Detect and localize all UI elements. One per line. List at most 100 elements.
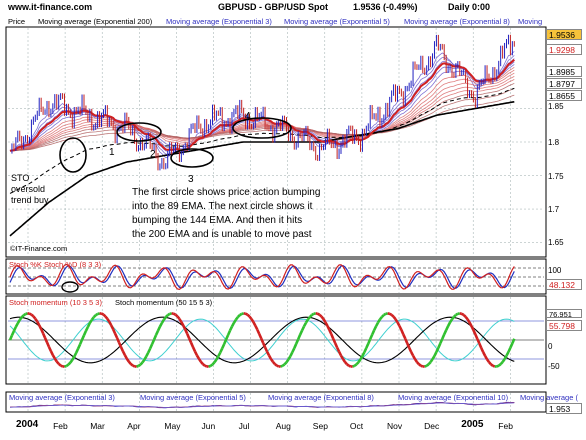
- momentum-fast-seg: [470, 325, 475, 331]
- bottom-ma-label-5: Moving average (: [520, 393, 578, 402]
- momentum-fast-seg: [389, 312, 393, 317]
- momentum-fast-seg: [464, 315, 469, 321]
- stoch-oversold-circle: [61, 281, 79, 293]
- momentum-fast-seg: [86, 322, 91, 328]
- momentum-fast-seg: [84, 326, 90, 332]
- momentum-fast-seg: [246, 313, 251, 318]
- momentum-fast-seg: [406, 342, 411, 349]
- momentum-fast-seg: [164, 314, 169, 319]
- momentum-fast-seg: [43, 337, 49, 343]
- momentum-fast-seg: [365, 343, 370, 349]
- momentum-fast-seg: [119, 346, 125, 352]
- momentum-fast-seg: [453, 313, 457, 318]
- momentum-fast-seg: [302, 322, 308, 328]
- ema-dashed-line: [9, 87, 515, 194]
- momentum-fast-seg: [348, 364, 352, 368]
- momentum-fast-seg: [267, 354, 273, 360]
- momentum-fast-seg: [258, 333, 263, 339]
- momentum-fast-seg: [260, 337, 265, 344]
- momentum-fast-seg: [320, 315, 325, 320]
- annotation-circle-3: [170, 148, 214, 168]
- momentum-fast-seg: [195, 354, 201, 360]
- momentum-fast-seg: [339, 354, 345, 360]
- momentum-fast-seg: [394, 318, 399, 324]
- momentum-fast-seg: [69, 359, 74, 364]
- momentum-fast-seg: [174, 313, 179, 318]
- momentum-fast-seg: [102, 313, 107, 318]
- momentum-fast-seg: [392, 315, 397, 320]
- sto-note-line3: trend buy: [11, 195, 49, 205]
- momentum-tag-1: 76.951: [546, 309, 582, 319]
- momentum-fast-seg: [78, 339, 84, 345]
- momentum-fast-seg: [226, 330, 232, 336]
- momentum-fast-seg: [139, 361, 144, 366]
- momentum-fast-seg: [271, 360, 276, 365]
- sto-note-line1: STO: [11, 173, 30, 183]
- momentum-fast-seg: [306, 316, 311, 321]
- momentum-fast-seg: [273, 362, 278, 367]
- site-title: www.it-finance.com: [8, 2, 93, 12]
- ema-200-line: [9, 101, 515, 237]
- momentum-fast-seg: [204, 364, 208, 368]
- momentum-fast-seg: [158, 322, 164, 328]
- ema-line: [9, 64, 515, 152]
- momentum-fast-seg: [95, 312, 99, 317]
- momentum-fast-seg: [14, 322, 19, 328]
- stoch-tick-top: 100: [548, 266, 562, 275]
- momentum-fast-seg: [25, 312, 28, 316]
- momentum-fast-seg: [437, 342, 442, 349]
- momentum-fast-seg: [215, 355, 220, 361]
- ema-line: [9, 66, 515, 152]
- momentum-fast-seg: [150, 339, 156, 345]
- momentum-fast-seg: [343, 361, 348, 365]
- stoch-label: Stoch %K Stoch %D (8 3 3): [9, 260, 102, 269]
- price-tag-5: 1.8655: [546, 90, 582, 101]
- momentum-fast-seg: [18, 316, 23, 321]
- price-tag-4: 1.8797: [546, 78, 582, 89]
- momentum-fast-seg: [411, 355, 417, 360]
- momentum-fast-seg: [485, 358, 491, 363]
- momentum-tick-neg50: -50: [548, 362, 560, 371]
- momentum-fast-seg: [431, 355, 436, 360]
- momentum-fast-seg: [219, 347, 224, 354]
- momentum-fast-seg: [297, 334, 302, 340]
- momentum-fast-seg: [490, 363, 494, 367]
- momentum-fast-seg: [285, 358, 290, 364]
- momentum-fast-seg: [357, 358, 362, 363]
- momentum-fast-seg: [28, 312, 33, 316]
- description-line1: The first circle shows price action bump…: [132, 187, 321, 198]
- ma-label-more: Moving: [518, 17, 543, 26]
- momentum-fast-seg: [374, 321, 380, 327]
- momentum-fast-seg: [367, 338, 372, 345]
- x-tick-label: Apr: [127, 421, 141, 431]
- momentum-fast-seg: [328, 329, 333, 335]
- momentum-fast-seg: [263, 346, 269, 353]
- momentum-fast-seg: [108, 321, 113, 326]
- momentum-fast-seg: [250, 318, 255, 323]
- momentum-fast-seg: [353, 363, 358, 367]
- momentum-fast-seg: [143, 355, 148, 361]
- momentum-fast-seg: [450, 316, 455, 321]
- momentum-fast-seg: [400, 329, 405, 335]
- annotation-circle-1: [59, 137, 87, 173]
- momentum-cyan-line: [9, 318, 515, 362]
- momentum-tag-2: 55.798: [546, 320, 582, 331]
- bottom-ma-label-2: Moving average (Exponential 5): [140, 393, 246, 402]
- momentum-fast-seg: [334, 342, 339, 349]
- momentum-fast-seg: [228, 325, 234, 332]
- momentum-fast-seg: [372, 325, 378, 331]
- bottom-ma-label-4: Moving average (Exponential 10): [398, 393, 509, 402]
- y-tick-2: 1.8: [548, 138, 560, 147]
- momentum-fast-seg: [499, 361, 504, 366]
- symbol-title: GBPUSD - GBP/USD Spot: [218, 2, 329, 12]
- x-tick-label: 2004: [16, 419, 39, 430]
- momentum-fast-seg: [53, 357, 58, 363]
- momentum-fast-seg: [248, 315, 253, 320]
- momentum-fast-seg: [186, 333, 191, 339]
- momentum-fast-seg: [82, 330, 88, 336]
- x-tick-label: Feb: [498, 421, 513, 431]
- momentum-fast-seg: [199, 360, 204, 365]
- momentum-fast-seg: [466, 318, 471, 324]
- momentum-fast-seg: [71, 355, 76, 361]
- momentum-fast-seg: [418, 363, 422, 367]
